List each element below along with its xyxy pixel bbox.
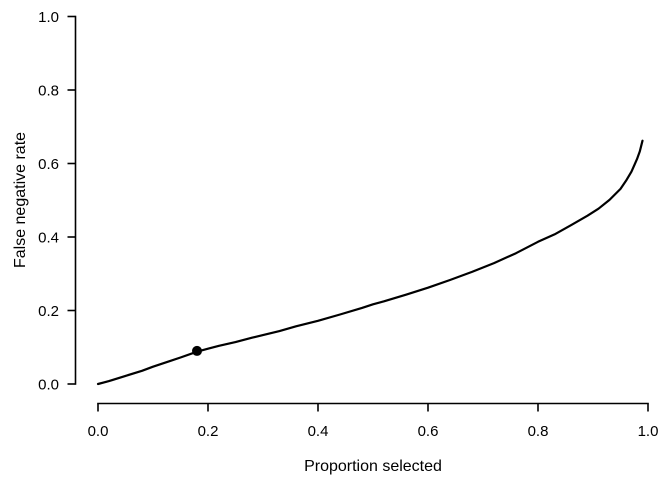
selected-point-marker xyxy=(192,345,202,356)
fnr-curve xyxy=(96,139,644,386)
y-tick-label: 0.0 xyxy=(38,376,59,393)
x-tick-label: 0.2 xyxy=(198,423,219,440)
x-tick-label: 1.0 xyxy=(638,423,659,440)
x-axis-title: Proportion selected xyxy=(304,458,442,475)
y-tick-label: 0.4 xyxy=(38,229,59,246)
x-tick-label: 0.6 xyxy=(418,423,439,440)
y-axis-title: False negative rate xyxy=(12,132,29,268)
y-tick-label: 0.8 xyxy=(38,82,59,99)
y-tick-label: 1.0 xyxy=(38,9,59,26)
y-tick-label: 0.6 xyxy=(38,156,59,173)
x-tick-label: 0.0 xyxy=(88,423,109,440)
y-tick-label: 0.2 xyxy=(38,303,59,320)
x-tick-label: 0.8 xyxy=(528,423,549,440)
x-tick-label: 0.4 xyxy=(308,423,329,440)
